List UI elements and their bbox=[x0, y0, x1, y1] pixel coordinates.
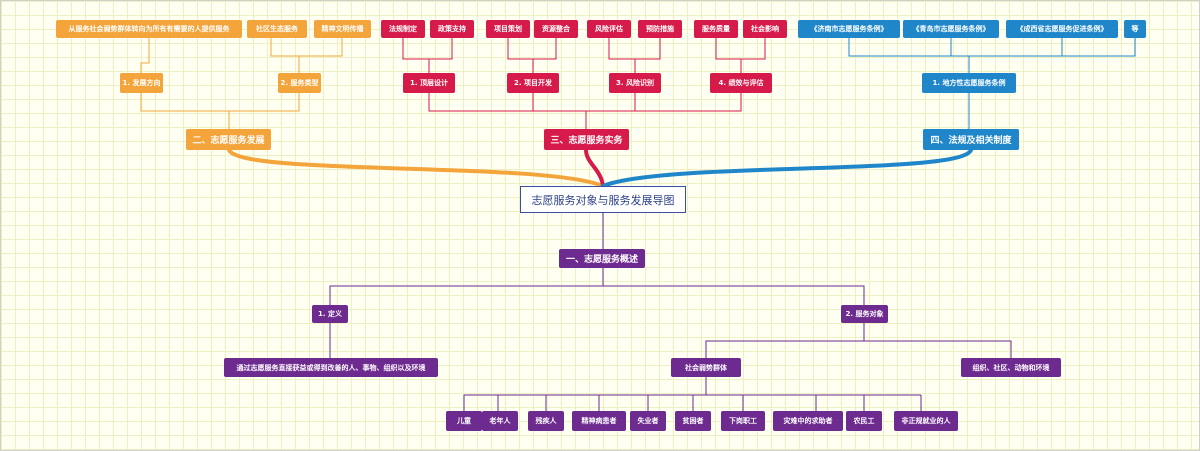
group-item-node[interactable]: 失业者 bbox=[630, 411, 666, 431]
top-design-node[interactable]: 1. 顶层设计 bbox=[403, 73, 455, 93]
group-item-node[interactable]: 老年人 bbox=[482, 411, 518, 431]
policy-item-node[interactable]: 政策支持 bbox=[430, 20, 474, 38]
project-item-node[interactable]: 资源整合 bbox=[534, 20, 578, 38]
performance-item-node[interactable]: 社会影响 bbox=[743, 20, 787, 38]
group-item-node[interactable]: 残疾人 bbox=[528, 411, 564, 431]
group-item-node[interactable]: 灾难中的求助者 bbox=[773, 411, 843, 431]
branch-practice-node[interactable]: 三、志愿服务实务 bbox=[544, 129, 629, 150]
direction-node[interactable]: 1. 发展方向 bbox=[120, 73, 163, 93]
group-item-node[interactable]: 非正规就业的人 bbox=[894, 411, 958, 431]
risk-item-node[interactable]: 预防措施 bbox=[638, 20, 682, 38]
performance-node[interactable]: 4. 绩效与评估 bbox=[710, 73, 772, 93]
regulation-item-node[interactable]: 《成西省志愿服务促进条例》 bbox=[1006, 20, 1118, 38]
group-item-node[interactable]: 精神病患者 bbox=[572, 411, 626, 431]
direction-detail-node[interactable]: 从服务社会弱势群体转向为所有有需要的人提供服务 bbox=[56, 20, 242, 38]
group-item-node[interactable]: 农民工 bbox=[846, 411, 882, 431]
branch-regulations-node[interactable]: 四、法规及相关制度 bbox=[923, 129, 1019, 150]
policy-item-node[interactable]: 法规制定 bbox=[381, 20, 425, 38]
group-item-node[interactable]: 下岗职工 bbox=[721, 411, 765, 431]
branch-development-node[interactable]: 二、志愿服务发展 bbox=[186, 129, 271, 150]
service-types-node[interactable]: 2. 服务类型 bbox=[278, 73, 321, 93]
definition-detail-node[interactable]: 通过志愿服务直接获益或得到改善的人、事物、组织以及环境 bbox=[224, 358, 438, 377]
service-type-item-node[interactable]: 社区生态服务 bbox=[247, 20, 307, 38]
root-topic-node[interactable]: 志愿服务对象与服务发展导图 bbox=[520, 186, 686, 213]
regulation-item-node[interactable]: 《青岛市志愿服务条例》 bbox=[903, 20, 999, 38]
local-regulations-node[interactable]: 1. 地方性志愿服务条例 bbox=[922, 73, 1016, 93]
group-item-node[interactable]: 儿童 bbox=[446, 411, 482, 431]
performance-item-node[interactable]: 服务质量 bbox=[694, 20, 738, 38]
project-dev-node[interactable]: 2. 项目开发 bbox=[507, 73, 559, 93]
definition-node[interactable]: 1. 定义 bbox=[312, 305, 348, 323]
regulation-etc-node[interactable]: 等 bbox=[1124, 20, 1146, 38]
project-item-node[interactable]: 项目策划 bbox=[486, 20, 530, 38]
risk-item-node[interactable]: 风险评估 bbox=[587, 20, 631, 38]
branch-overview-node[interactable]: 一、志愿服务概述 bbox=[559, 249, 645, 268]
vulnerable-groups-node[interactable]: 社会弱势群体 bbox=[671, 358, 741, 377]
group-item-node[interactable]: 贫困者 bbox=[675, 411, 711, 431]
risk-identification-node[interactable]: 3. 风险识别 bbox=[609, 73, 661, 93]
regulation-item-node[interactable]: 《济南市志愿服务条例》 bbox=[798, 20, 900, 38]
other-objects-node[interactable]: 组织、社区、动物和环境 bbox=[961, 358, 1061, 377]
service-objects-node[interactable]: 2. 服务对象 bbox=[841, 305, 888, 323]
service-type-item-node[interactable]: 精神文明传播 bbox=[314, 20, 371, 38]
